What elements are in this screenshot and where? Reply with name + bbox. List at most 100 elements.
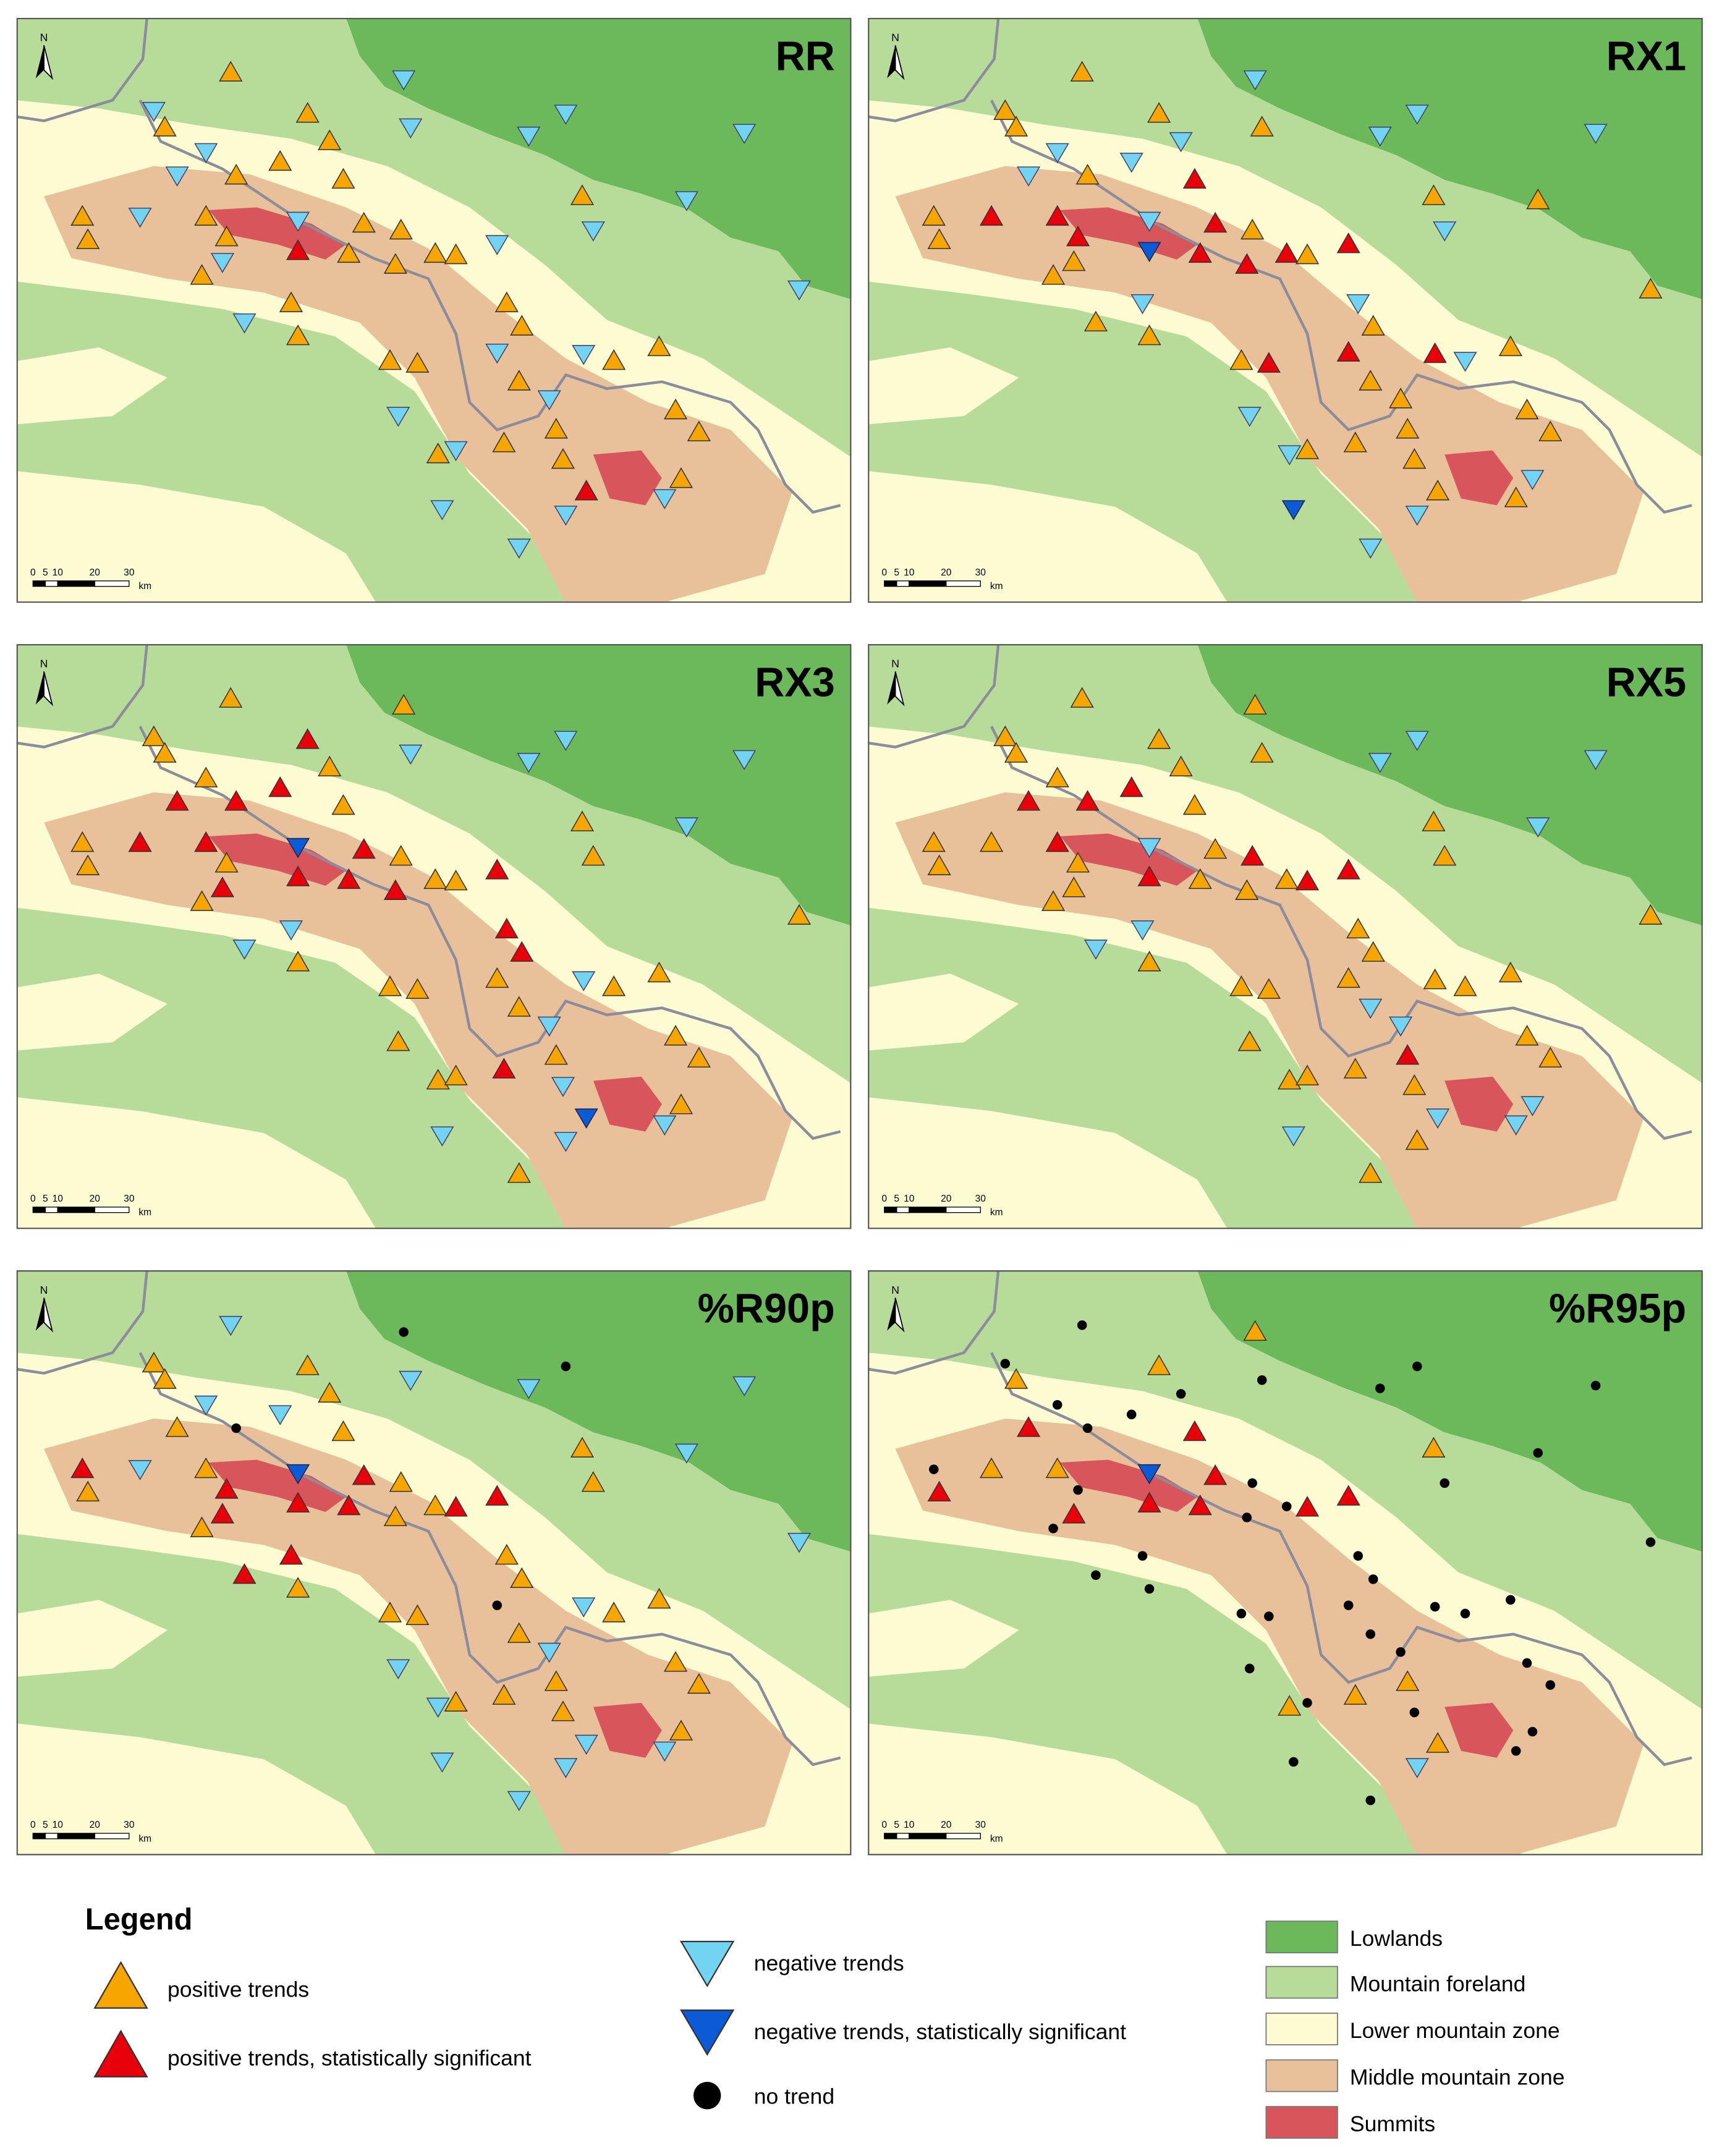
negative-trend-marker [1521, 470, 1545, 490]
terrain [868, 18, 1703, 603]
negative-trend-marker [732, 750, 757, 771]
positive-trend-marker [423, 868, 447, 889]
scale-bar [32, 1207, 46, 1213]
legend-label: Summits [1350, 2111, 1435, 2136]
negative-trend-marker [1405, 731, 1429, 751]
panel-title: RX5 [1606, 660, 1687, 705]
significant-positive-marker [1257, 352, 1281, 373]
positive-trend-marker [1422, 1437, 1446, 1458]
negative-trend-marker [554, 506, 578, 526]
negative-trend-marker [572, 1597, 596, 1618]
negative-trend-marker [1521, 1096, 1545, 1116]
negative-trend-marker [268, 1405, 292, 1425]
negative-trend-marker [1281, 1126, 1305, 1147]
north-arrow [894, 45, 905, 80]
negative-trend-marker [430, 1752, 454, 1773]
positive-trend-marker [687, 1673, 711, 1694]
positive-trend-marker [405, 978, 430, 999]
positive-trend-marker [1229, 975, 1253, 996]
negative-trend-marker [554, 731, 578, 751]
negative-trend-marker [1584, 750, 1608, 771]
positive-trend-marker [405, 1604, 430, 1626]
scale-label: 10 [904, 1194, 915, 1204]
negative-trend-marker [194, 1395, 218, 1416]
scale-bar [32, 1833, 46, 1840]
positive-trend-marker [510, 315, 534, 336]
significant-positive-marker [1203, 211, 1228, 233]
significant-positive-marker [1016, 790, 1041, 811]
significant-positive-marker [510, 941, 534, 962]
negative-trend-marker [551, 1077, 575, 1097]
significant-positive-marker [352, 1464, 376, 1485]
significant-negative-marker [286, 838, 310, 859]
north-label: N [40, 658, 48, 670]
significant-positive-marker [485, 859, 509, 880]
map-panel: RX1 N 0 5 10 20 30 km [868, 18, 1703, 603]
positive-trend-marker [601, 975, 626, 996]
terrain [17, 18, 852, 603]
negative-trend-marker [653, 489, 677, 509]
significant-positive-marker [1396, 1044, 1420, 1065]
significant-positive-marker [1182, 1420, 1207, 1441]
positive-trend-marker [1361, 315, 1385, 336]
positive-trend-marker [1498, 335, 1522, 357]
significant-positive-marker [1075, 790, 1100, 811]
no-trend-marker [1396, 1647, 1406, 1657]
scale-unit: km [990, 1833, 1003, 1844]
positive-trend-marker [1004, 742, 1029, 763]
positive-trend-marker [70, 831, 95, 852]
positive-trend-marker [1498, 961, 1522, 983]
no-trend-marker [1126, 1409, 1137, 1420]
positive-trend-marker [76, 1480, 100, 1502]
positive-trend-marker [76, 854, 100, 875]
legend-label: positive trends, statistically significa… [168, 2045, 532, 2070]
positive-trend-marker [551, 448, 575, 469]
negative-trend-marker [399, 744, 423, 765]
positive-trend-marker [70, 205, 95, 226]
north-label: N [891, 1284, 899, 1296]
positive-trend-marker [1425, 479, 1450, 501]
positive-trend-marker [1070, 61, 1094, 82]
negative-trend-marker [1243, 70, 1267, 91]
scale-label: 10 [53, 567, 64, 578]
positive-trend-marker [1243, 1320, 1267, 1341]
positive-trend-marker [1275, 868, 1299, 889]
significant-positive-marker [1137, 1492, 1161, 1513]
no-trend-marker [1412, 1361, 1422, 1372]
scale-bar [896, 1207, 910, 1213]
scale-label: 5 [43, 1194, 48, 1204]
legend-item: Middle mountain zone [1265, 2059, 1565, 2092]
no-trend-marker [1365, 1795, 1376, 1806]
negative-trend-marker [572, 971, 596, 991]
scale-label: 20 [90, 567, 101, 578]
positive-trend-marker [383, 1505, 407, 1527]
no-trend-marker [1440, 1478, 1449, 1488]
positive-trend-marker [214, 225, 239, 247]
significant-positive-marker [1119, 776, 1143, 797]
legend-symbol [93, 2029, 148, 2077]
legend-symbol [93, 1961, 148, 2009]
no-trend-marker [1077, 1320, 1087, 1330]
positive-trend-marker [444, 1064, 468, 1085]
positive-trend-marker [1004, 116, 1029, 137]
positive-trend-marker [1515, 1025, 1539, 1046]
positive-trend-marker [194, 766, 218, 787]
positive-trend-marker [295, 1354, 320, 1375]
positive-trend-marker [1396, 418, 1420, 439]
positive-trend-marker [1425, 1732, 1450, 1753]
positive-trend-marker [378, 975, 402, 996]
no-trend-marker [1052, 1399, 1062, 1410]
positive-trend-marker [1402, 448, 1427, 469]
significant-positive-marker [337, 1494, 361, 1516]
no-trend-marker [492, 1600, 503, 1610]
north-arrow [43, 671, 54, 707]
scale-label: 0 [30, 567, 36, 578]
legend-item: Lowlands [1265, 1920, 1443, 1954]
north-arrow [887, 1297, 896, 1331]
positive-trend-marker [1169, 755, 1193, 777]
significant-positive-marker [165, 790, 189, 811]
positive-trend-marker [601, 349, 626, 370]
no-trend-marker [1506, 1595, 1516, 1605]
negative-trend-marker [537, 1016, 561, 1037]
